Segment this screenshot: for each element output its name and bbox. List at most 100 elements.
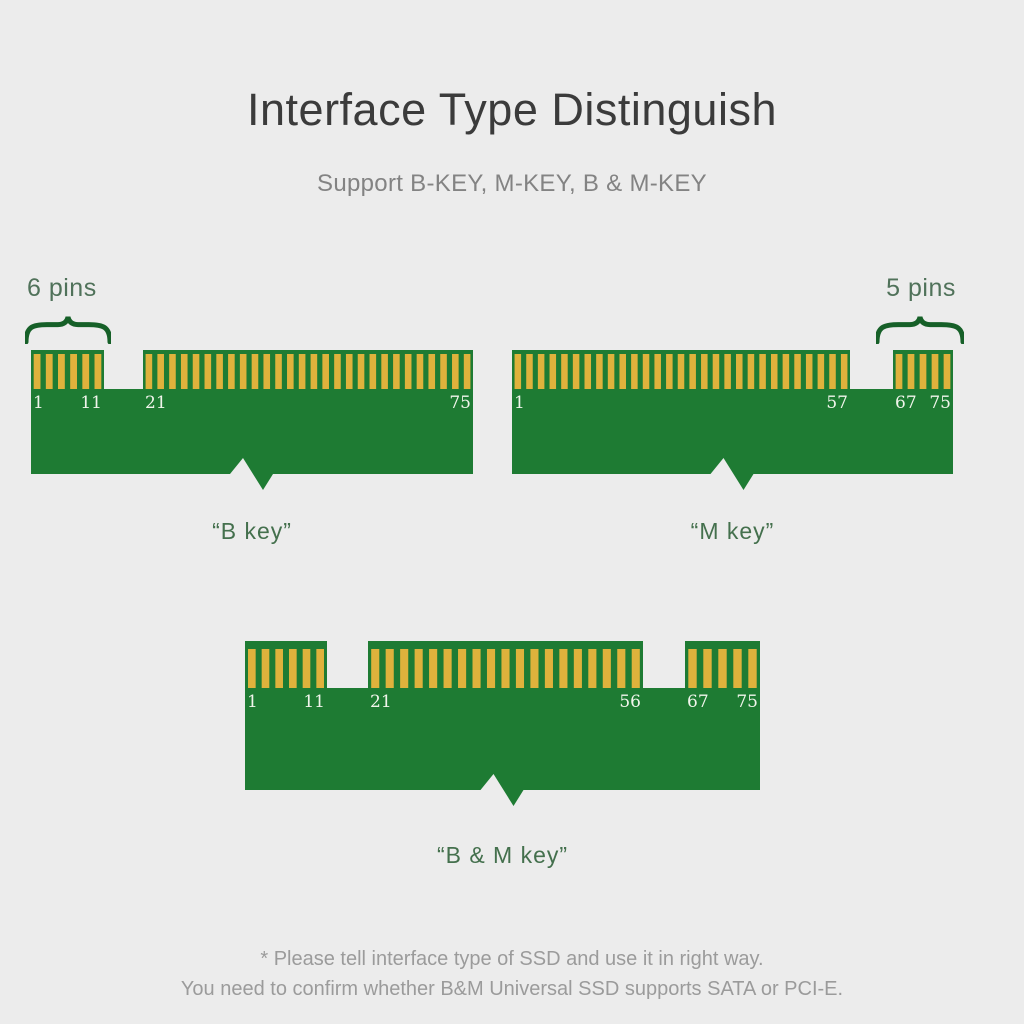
pin-pad <box>736 354 743 389</box>
pin-number: 21 <box>145 393 167 413</box>
pin-pad <box>584 354 592 389</box>
pin-pad <box>486 649 496 688</box>
pin-pad <box>381 354 388 389</box>
pin-pad <box>345 354 353 389</box>
pcb-board-b-key: 1 11 21 75 <box>31 350 473 490</box>
pin-pad <box>931 354 939 389</box>
pin-pad <box>943 354 951 389</box>
pin-pad <box>157 354 164 389</box>
footer-line-2: You need to confirm whether B&M Universa… <box>180 978 844 1000</box>
pin-pad <box>666 354 673 389</box>
brace-path <box>25 316 111 344</box>
pin-pad <box>429 649 438 688</box>
page-subtitle: Support B-KEY, M-KEY, B & M-KEY <box>317 170 707 197</box>
pin-pad <box>404 354 412 389</box>
pin-number: 75 <box>736 692 758 712</box>
pin-pad <box>689 354 696 389</box>
pin-pad <box>572 354 580 389</box>
pin-pad <box>239 354 247 389</box>
pin-pad <box>782 354 790 389</box>
pin-pad <box>907 354 915 389</box>
pin-pad <box>275 354 282 389</box>
pin-pad <box>261 649 270 688</box>
pin-pad <box>70 354 77 389</box>
pin-pad <box>619 354 626 389</box>
pin-pad <box>289 649 297 688</box>
footer-line-1: * Please tell interface type of SSD and … <box>260 948 764 970</box>
pin-pad <box>602 649 611 688</box>
pin-pad <box>316 649 324 688</box>
brace-path <box>876 316 964 344</box>
pin-pad <box>463 354 471 389</box>
pin-pad <box>588 649 597 688</box>
pin-pad <box>204 354 212 389</box>
pin-number: 75 <box>929 393 951 413</box>
m-key-caption: “M key” <box>690 518 775 544</box>
pin-number: 1 <box>33 393 44 413</box>
pin-count-brace-b-key <box>25 316 111 344</box>
b-key-pin-count-label: 6 pins <box>27 274 97 302</box>
pin-pad <box>544 649 553 688</box>
pin-pad <box>747 354 755 389</box>
pin-pad <box>631 649 640 688</box>
pcb-board-m-key: 1 57 67 75 <box>512 350 953 490</box>
pin-pad <box>677 354 685 389</box>
pin-pad <box>416 354 424 389</box>
pin-pad <box>393 354 400 389</box>
pin-pad <box>805 354 813 389</box>
m-key-pin-count-label: 5 pins <box>886 274 956 302</box>
pin-number: 56 <box>619 692 641 712</box>
pin-pad <box>724 354 731 389</box>
pin-pad <box>385 649 394 688</box>
pin-pad <box>759 354 766 389</box>
pin-pad <box>248 649 256 688</box>
pin-pad <box>216 354 223 389</box>
pin-pad <box>440 354 447 389</box>
pin-pad <box>192 354 200 389</box>
pin-count-brace-m-key <box>876 316 964 344</box>
pin-pad <box>302 649 311 688</box>
pin-pad <box>573 649 582 688</box>
pin-pad <box>549 354 557 389</box>
pin-pad <box>287 354 294 389</box>
pin-pad <box>718 649 727 688</box>
pin-pad <box>559 649 568 688</box>
pin-number: 1 <box>514 393 525 413</box>
pin-pad <box>530 649 539 688</box>
pin-pad <box>733 649 742 688</box>
pin-pad <box>169 354 176 389</box>
b-key-caption: “B key” <box>212 518 292 544</box>
footer-note: * Please tell interface type of SSD and … <box>0 944 1024 1004</box>
pin-pad <box>642 354 650 389</box>
pin-pad <box>145 354 153 389</box>
pin-pad <box>817 354 825 389</box>
pin-pad <box>452 354 459 389</box>
pin-pad <box>369 354 377 389</box>
pin-pad <box>371 649 380 688</box>
pin-pad <box>251 354 259 389</box>
pin-pad <box>712 354 720 389</box>
pin-pad <box>45 354 53 389</box>
bm-key-caption: “B & M key” <box>436 842 569 868</box>
pin-pad <box>428 354 436 389</box>
pin-pad <box>514 354 522 389</box>
pin-pad <box>919 354 927 389</box>
pin-pad <box>770 354 778 389</box>
pin-pad <box>840 354 848 389</box>
pin-number: 67 <box>687 692 709 712</box>
pin-pad <box>228 354 235 389</box>
pin-pad <box>617 649 626 688</box>
pin-pad <box>703 649 712 688</box>
pin-pad <box>310 354 318 389</box>
pcb-board-bm-key: 1 11 21 56 67 75 <box>245 641 760 806</box>
pin-pad <box>82 354 90 389</box>
pin-pad <box>561 354 568 389</box>
pin-pad <box>596 354 603 389</box>
pin-pad <box>794 354 801 389</box>
pin-pad <box>414 649 423 688</box>
pin-pad <box>275 649 283 688</box>
pin-number: 11 <box>80 393 102 413</box>
pin-number: 67 <box>895 393 917 413</box>
pin-pad <box>501 649 510 688</box>
